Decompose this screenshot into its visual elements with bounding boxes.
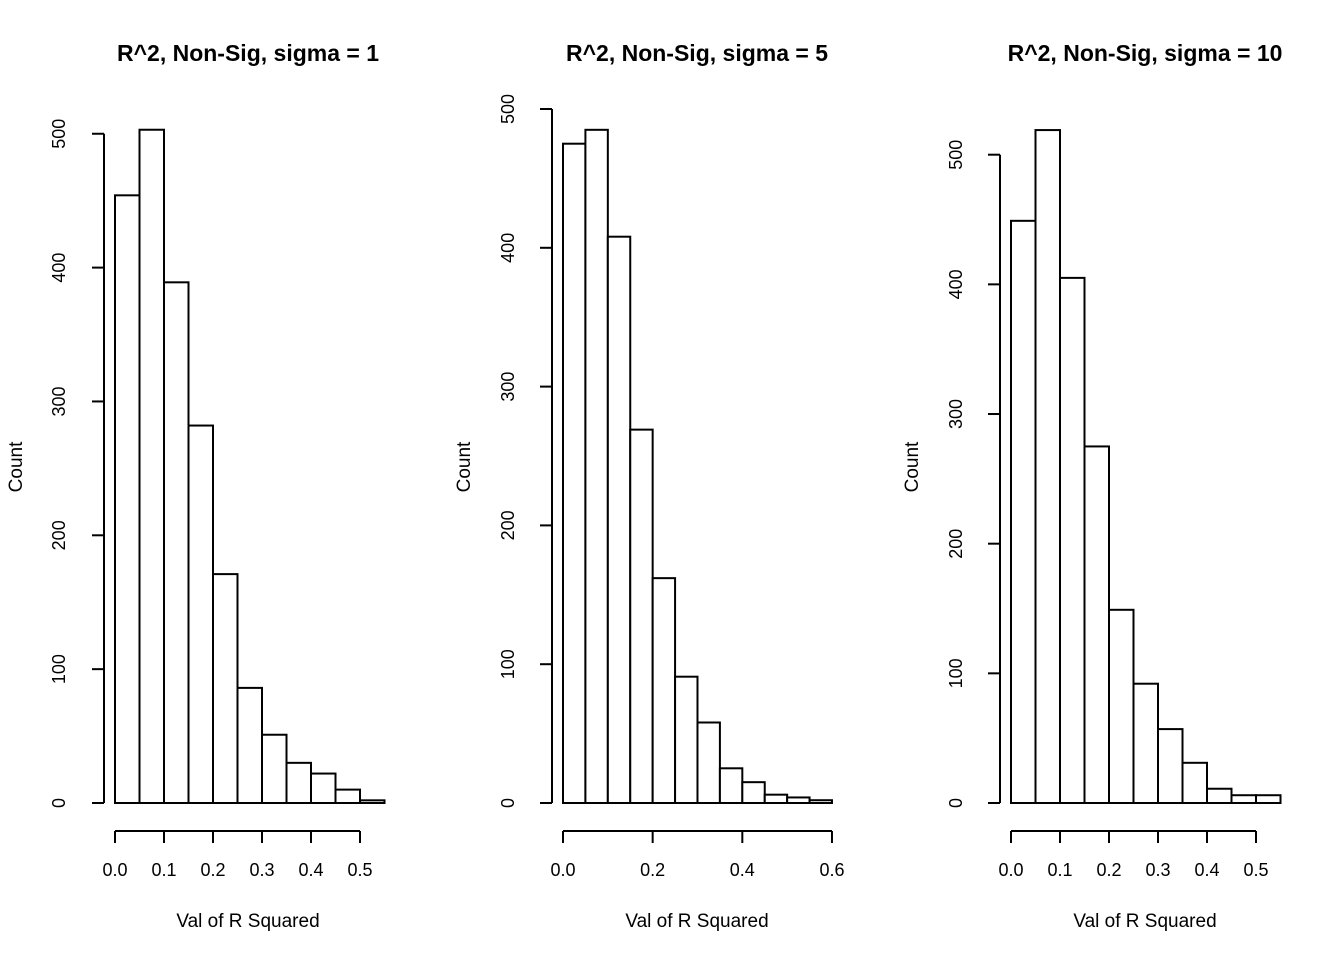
histogram-bar — [138, 128, 165, 804]
histogram-bar — [674, 675, 699, 805]
y-tick-label: 500 — [946, 140, 966, 170]
x-tick-label: 0.2 — [1096, 860, 1121, 880]
x-axis-label: Val of R Squared — [1073, 911, 1216, 932]
x-tick-label: 0.4 — [730, 860, 755, 880]
y-tick-label: 200 — [49, 520, 69, 550]
x-axis-label: Val of R Squared — [625, 911, 768, 932]
y-tick-label: 200 — [498, 510, 518, 540]
histogram-bar — [1255, 794, 1282, 804]
histogram-panel-sigma-1: R^2, Non-Sig, sigma = 1 0 100 200 300 400 500 0… — [6, 40, 386, 932]
histogram-bar — [606, 235, 632, 805]
y-tick-label: 100 — [498, 649, 518, 679]
histogram-bar — [114, 194, 141, 805]
histogram-bar — [1010, 219, 1037, 804]
histogram-bar — [741, 781, 766, 804]
x-axis-label: Val of R Squared — [176, 911, 319, 932]
histogram-bar — [718, 767, 744, 804]
y-tick-label: 0 — [946, 798, 966, 808]
x-tick-label: 0.1 — [1047, 860, 1072, 880]
x-tick-label: 0.2 — [640, 860, 665, 880]
histogram-bar — [763, 793, 789, 804]
y-tick-label: 200 — [946, 529, 966, 559]
x-tick-label: 0.0 — [998, 860, 1023, 880]
y-tick-label: 0 — [498, 798, 518, 808]
histogram-bar — [261, 733, 288, 805]
histogram-panel-sigma-10: R^2, Non-Sig, sigma = 10 0 100 200 300 400 500… — [902, 40, 1282, 932]
histogram-bar — [1230, 794, 1257, 804]
x-tick-label: 0.0 — [102, 860, 127, 880]
histogram-bar — [285, 761, 312, 804]
x-tick-label: 0.6 — [819, 860, 844, 880]
x-tick-label: 0.3 — [249, 860, 274, 880]
x-tick-label: 0.4 — [1194, 860, 1219, 880]
y-axis-label: Count — [902, 441, 923, 492]
y-tick-label: 400 — [946, 269, 966, 299]
chart-title: R^2, Non-Sig, sigma = 10 — [1008, 40, 1283, 66]
chart-title: R^2, Non-Sig, sigma = 5 — [566, 40, 828, 66]
histogram-bar — [786, 796, 811, 804]
y-tick-label: 300 — [946, 399, 966, 429]
y-tick-label: 500 — [49, 119, 69, 149]
histogram-bar — [1108, 608, 1135, 804]
histogram-bar — [1059, 276, 1086, 804]
histogram-bar — [1157, 728, 1184, 805]
histogram-bar — [696, 721, 721, 804]
y-tick-label: 400 — [498, 233, 518, 263]
x-tick-label: 0.5 — [347, 860, 372, 880]
y-tick-label: 100 — [946, 658, 966, 688]
x-tick-label: 0.3 — [1145, 860, 1170, 880]
y-tick-label: 300 — [498, 372, 518, 402]
x-tick-label: 0.1 — [151, 860, 176, 880]
histogram-bar — [236, 686, 263, 804]
y-tick-label: 100 — [49, 654, 69, 684]
histogram-bar — [584, 128, 609, 804]
x-tick-label: 0.4 — [298, 860, 323, 880]
histogram-bar — [359, 799, 386, 804]
y-axis-label: Count — [454, 441, 475, 492]
histogram-bar — [163, 281, 190, 804]
y-tick-label: 300 — [49, 386, 69, 416]
y-tick-label: 500 — [498, 94, 518, 124]
histogram-bar — [212, 573, 239, 805]
histogram-bar — [1083, 445, 1110, 804]
chart-title: R^2, Non-Sig, sigma = 1 — [117, 40, 379, 66]
histogram-bar — [629, 428, 654, 804]
histogram-bar — [1034, 129, 1061, 805]
histogram-bar — [562, 142, 587, 804]
y-tick-label: 400 — [49, 253, 69, 283]
histogram-bar — [1181, 761, 1208, 805]
histogram-bar — [310, 772, 337, 804]
x-tick-label: 0.5 — [1243, 860, 1268, 880]
histogram-bar — [1206, 787, 1233, 805]
histogram-bar — [808, 799, 833, 804]
histogram-bar — [334, 788, 361, 804]
y-axis-label: Count — [6, 441, 27, 492]
histogram-panel-sigma-5: R^2, Non-Sig, sigma = 5 0 100 200 300 400 500 0… — [454, 40, 844, 932]
x-tick-label: 0.0 — [550, 860, 575, 880]
histogram-bar — [651, 577, 677, 804]
y-tick-label: 0 — [49, 798, 69, 808]
histogram-bar — [187, 424, 214, 804]
x-tick-label: 0.2 — [200, 860, 225, 880]
histogram-bar — [1132, 682, 1159, 805]
